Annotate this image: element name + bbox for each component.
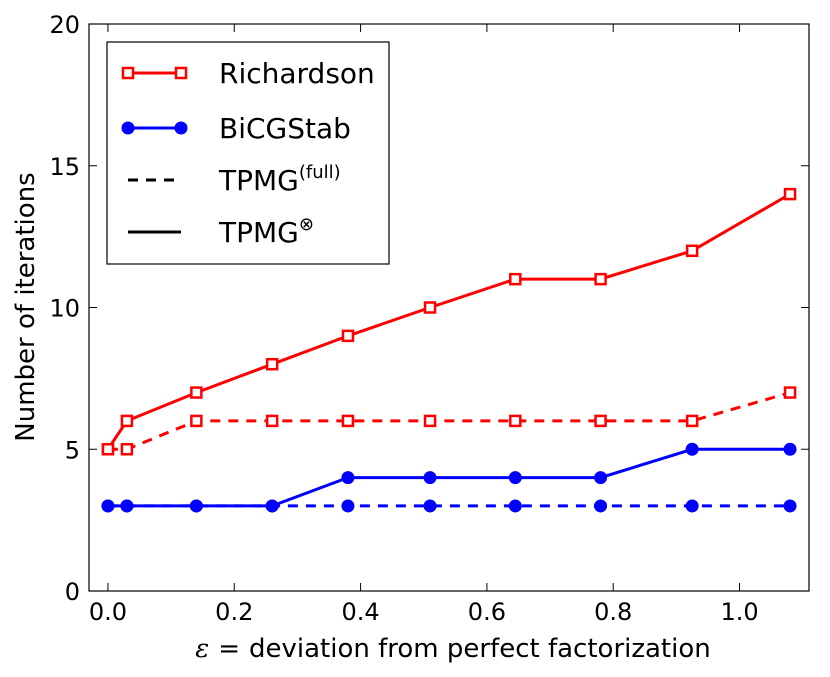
data-point: [508, 499, 522, 513]
data-point: [341, 499, 355, 513]
legend-marker: [174, 121, 188, 135]
legend-marker: [121, 121, 135, 135]
legend-label: TPMG⊗: [218, 214, 314, 249]
data-point: [120, 414, 134, 428]
axes-layer: 0.0 0.2 0.4 0.6 0.8 1.0 0 5 10 15 20: [49, 11, 809, 626]
data-point: [594, 272, 607, 286]
data-point: [101, 443, 115, 456]
data-point: [341, 414, 355, 428]
series-line: [106, 192, 791, 451]
data-point: [685, 414, 699, 428]
x-tick-label: 0.0: [89, 598, 127, 626]
data-point: [423, 499, 437, 513]
data-point: [101, 499, 115, 513]
legend-box: [106, 41, 390, 265]
y-tick-label: 20: [49, 11, 80, 39]
series-layer: [101, 187, 797, 513]
x-tick-label: 0.4: [341, 598, 379, 626]
legend: Richardson BiCGStab TPMG(full) TPMG⊗: [106, 41, 390, 265]
x-tick-label: 0.2: [215, 598, 253, 626]
series-0: [101, 187, 797, 456]
y-tick-label: 0: [65, 578, 80, 606]
legend-entry: TPMG⊗: [128, 214, 314, 249]
legend-label: BiCGStab: [219, 112, 351, 145]
data-point: [120, 499, 134, 513]
x-axis-label-text: deviation from perfect factorization: [249, 634, 711, 664]
data-point: [509, 414, 522, 428]
data-point: [265, 414, 279, 428]
data-point: [120, 443, 134, 456]
data-point: [190, 414, 203, 428]
data-point: [594, 471, 608, 485]
series-line: [107, 447, 791, 508]
legend-marker: [174, 66, 188, 80]
data-point: [190, 386, 203, 399]
series-line: [107, 391, 791, 451]
data-point: [783, 499, 797, 513]
y-tick-label: 5: [65, 436, 80, 464]
y-tick-label: 10: [49, 295, 80, 323]
data-point: [423, 471, 437, 485]
legend-entry: TPMG(full): [128, 162, 341, 197]
data-point: [783, 187, 797, 201]
legend-marker: [121, 66, 135, 80]
data-point: [594, 499, 608, 513]
data-point: [341, 329, 355, 343]
data-point: [423, 301, 437, 314]
x-tick-label: 0.6: [468, 598, 506, 626]
x-axis-label-equals: =: [218, 634, 240, 664]
data-point: [265, 357, 279, 371]
y-tick-label: 15: [49, 153, 80, 181]
data-point: [685, 442, 699, 456]
data-point: [265, 499, 279, 513]
legend-label: Richardson: [219, 57, 375, 90]
data-point: [341, 471, 355, 485]
x-tick-label: 0.8: [594, 598, 632, 626]
data-point: [594, 414, 607, 428]
series-1: [101, 386, 797, 456]
legend-entry: Richardson: [121, 57, 375, 90]
data-point: [783, 442, 797, 456]
data-point: [685, 244, 699, 258]
series-3: [101, 499, 797, 513]
legend-entry: BiCGStab: [121, 112, 351, 145]
data-point: [423, 414, 437, 428]
x-axis-label: ε = deviation from perfect factorization: [195, 634, 711, 664]
data-point: [508, 471, 522, 485]
y-axis-label: Number of iterations: [11, 172, 41, 441]
data-point: [685, 499, 699, 513]
x-axis-label-symbol: ε: [195, 634, 209, 664]
legend-label: TPMG(full): [218, 162, 341, 197]
x-tick-label: 1.0: [720, 598, 758, 626]
data-point: [509, 272, 522, 286]
data-point: [189, 499, 203, 513]
data-point: [783, 386, 797, 399]
